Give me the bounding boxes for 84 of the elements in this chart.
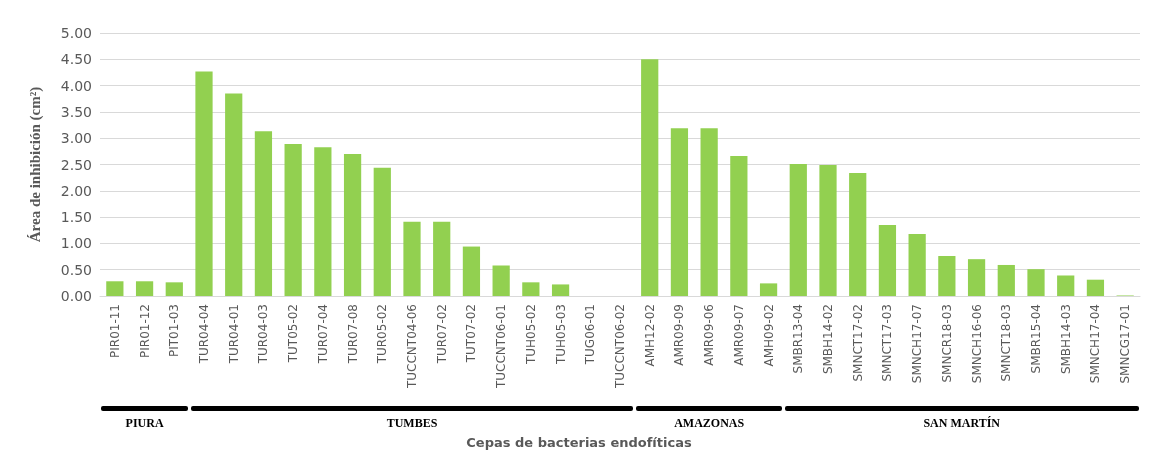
text: PIURA <box>125 416 164 431</box>
x-tick-label: SMNCH16-06 <box>969 304 984 384</box>
x-tick-label: SMBH14-02 <box>821 304 835 375</box>
x-tick-label: AMH12-02 <box>642 304 657 367</box>
x-tick-label: TUG06-01 <box>583 304 598 366</box>
x-tick-label: SMNCT17-03 <box>880 304 895 382</box>
bar <box>551 284 570 296</box>
x-tick-label: SMBH14-03 <box>1058 304 1073 375</box>
bar <box>106 281 124 296</box>
x-tick-label: AMR09-06 <box>702 304 717 366</box>
bar <box>135 281 154 296</box>
y-tick-label: 2.00 <box>60 182 92 199</box>
text: TUMBES <box>386 416 438 431</box>
bar <box>314 147 332 296</box>
bar <box>254 131 273 296</box>
bar <box>1086 279 1105 296</box>
x-tick-label: SMNCT18-03 <box>999 304 1014 382</box>
bar <box>670 128 689 296</box>
bar <box>819 165 837 296</box>
y-tick-label: 2.50 <box>60 156 92 173</box>
bar <box>878 224 897 296</box>
x-tick-label: SMBR15-04 <box>1029 304 1043 374</box>
bar <box>641 59 659 296</box>
bar <box>373 167 391 296</box>
x-axis-title: Cepas de bacterias endofíticas <box>466 435 692 450</box>
bar <box>195 71 213 296</box>
y-tick-label: 0.50 <box>60 261 92 278</box>
x-tick-label: TUH05-03 <box>553 304 568 366</box>
bar <box>1027 269 1045 296</box>
x-tick-label: SMNCH17-07 <box>910 304 925 384</box>
x-tick-label: SMNCT17-02 <box>850 304 865 382</box>
x-tick-label: SMBR13-04 <box>791 304 806 374</box>
x-tick-label: TUR04-01 <box>226 304 241 365</box>
y-tick-label: 3.50 <box>60 103 92 120</box>
y-axis-title: Área de inhibición (cm²) <box>26 86 44 243</box>
y-tick-label: 1.50 <box>60 209 92 226</box>
bar <box>403 221 421 296</box>
y-tick-label: 4.50 <box>60 51 92 68</box>
x-tick-label: TUR07-04 <box>315 304 330 365</box>
x-tick-label: TUCCNT04-06 <box>405 304 419 390</box>
x-tick-label: PIT01-03 <box>167 304 182 357</box>
x-tick-label: TUR07-08 <box>345 304 360 365</box>
bar <box>1057 275 1075 296</box>
x-tick-label: TUH05-02 <box>523 304 538 366</box>
bar <box>700 128 718 296</box>
bar <box>343 153 362 296</box>
bar <box>789 163 807 296</box>
text: SAN MARTÍN <box>923 416 1000 431</box>
x-tick-label: AMH09-02 <box>761 304 776 367</box>
bar <box>462 246 481 296</box>
x-tick-label: SMNCR18-03 <box>939 304 954 383</box>
x-tick-label: TUCCNT06-01 <box>494 304 509 390</box>
x-tick-label: TUT07-02 <box>464 304 479 364</box>
x-tick-label: AMR09-09 <box>672 304 687 366</box>
bar <box>433 221 451 296</box>
bar <box>165 282 183 296</box>
bar <box>730 156 748 296</box>
bar <box>849 172 867 296</box>
x-tick-label: TUR05-02 <box>375 304 390 365</box>
x-tick-label: TUCCNT06-02 <box>613 304 627 390</box>
x-tick-label: TUR04-04 <box>197 304 211 365</box>
bar <box>522 282 540 296</box>
bar <box>759 283 778 296</box>
x-tick-label: SMNCH17-04 <box>1088 304 1103 384</box>
bar <box>997 264 1015 296</box>
x-tick-label: SMNCG17-01 <box>1118 304 1133 384</box>
bar <box>908 233 926 296</box>
bar <box>284 143 302 296</box>
bar <box>967 259 986 296</box>
x-tick-label: AMR09-07 <box>731 304 746 366</box>
bar <box>492 265 510 296</box>
x-tick-label: TUR04-03 <box>256 304 271 365</box>
x-tick-label: PIR01-12 <box>137 304 152 358</box>
bar <box>938 256 956 296</box>
y-tick-label: 4.00 <box>60 77 92 94</box>
x-tick-label: TUT05-02 <box>286 304 301 364</box>
x-tick-label: PIR01-11 <box>107 304 122 358</box>
y-tick-label: 1.00 <box>60 235 92 252</box>
y-tick-label: 3.00 <box>60 130 92 147</box>
bar <box>225 93 243 296</box>
y-tick-label: 0.00 <box>60 288 92 304</box>
x-tick-label: TUR07-02 <box>434 304 449 365</box>
y-tick-label: 5.00 <box>60 25 92 41</box>
text: AMAZONAS <box>674 416 745 431</box>
